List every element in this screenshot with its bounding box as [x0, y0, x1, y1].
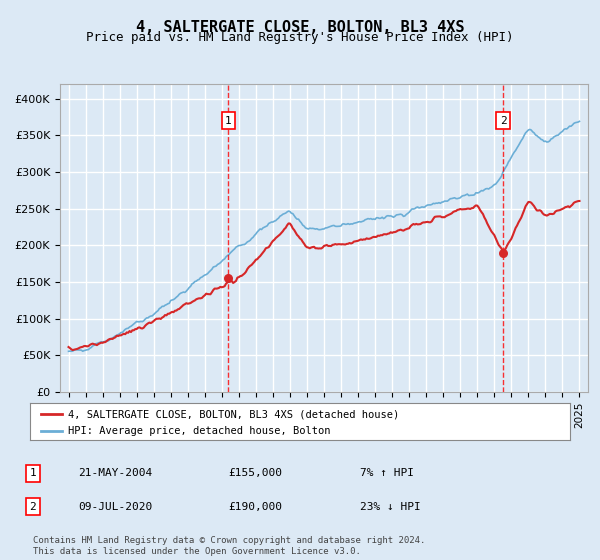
Text: 7% ↑ HPI: 7% ↑ HPI: [360, 468, 414, 478]
Text: Contains HM Land Registry data © Crown copyright and database right 2024.: Contains HM Land Registry data © Crown c…: [33, 536, 425, 545]
Text: 4, SALTERGATE CLOSE, BOLTON, BL3 4XS (detached house): 4, SALTERGATE CLOSE, BOLTON, BL3 4XS (de…: [68, 409, 399, 419]
Text: HPI: Average price, detached house, Bolton: HPI: Average price, detached house, Bolt…: [68, 426, 331, 436]
Text: 21-MAY-2004: 21-MAY-2004: [78, 468, 152, 478]
Text: 4, SALTERGATE CLOSE, BOLTON, BL3 4XS: 4, SALTERGATE CLOSE, BOLTON, BL3 4XS: [136, 20, 464, 35]
Text: £190,000: £190,000: [228, 502, 282, 512]
Text: £155,000: £155,000: [228, 468, 282, 478]
Text: 1: 1: [29, 468, 37, 478]
Text: 2: 2: [500, 116, 506, 125]
Text: 2: 2: [29, 502, 37, 512]
Text: 23% ↓ HPI: 23% ↓ HPI: [360, 502, 421, 512]
Text: 1: 1: [225, 116, 232, 125]
Point: [499, 248, 508, 257]
Point: [223, 274, 233, 283]
Text: 09-JUL-2020: 09-JUL-2020: [78, 502, 152, 512]
Text: Price paid vs. HM Land Registry's House Price Index (HPI): Price paid vs. HM Land Registry's House …: [86, 31, 514, 44]
Text: This data is licensed under the Open Government Licence v3.0.: This data is licensed under the Open Gov…: [33, 547, 361, 556]
